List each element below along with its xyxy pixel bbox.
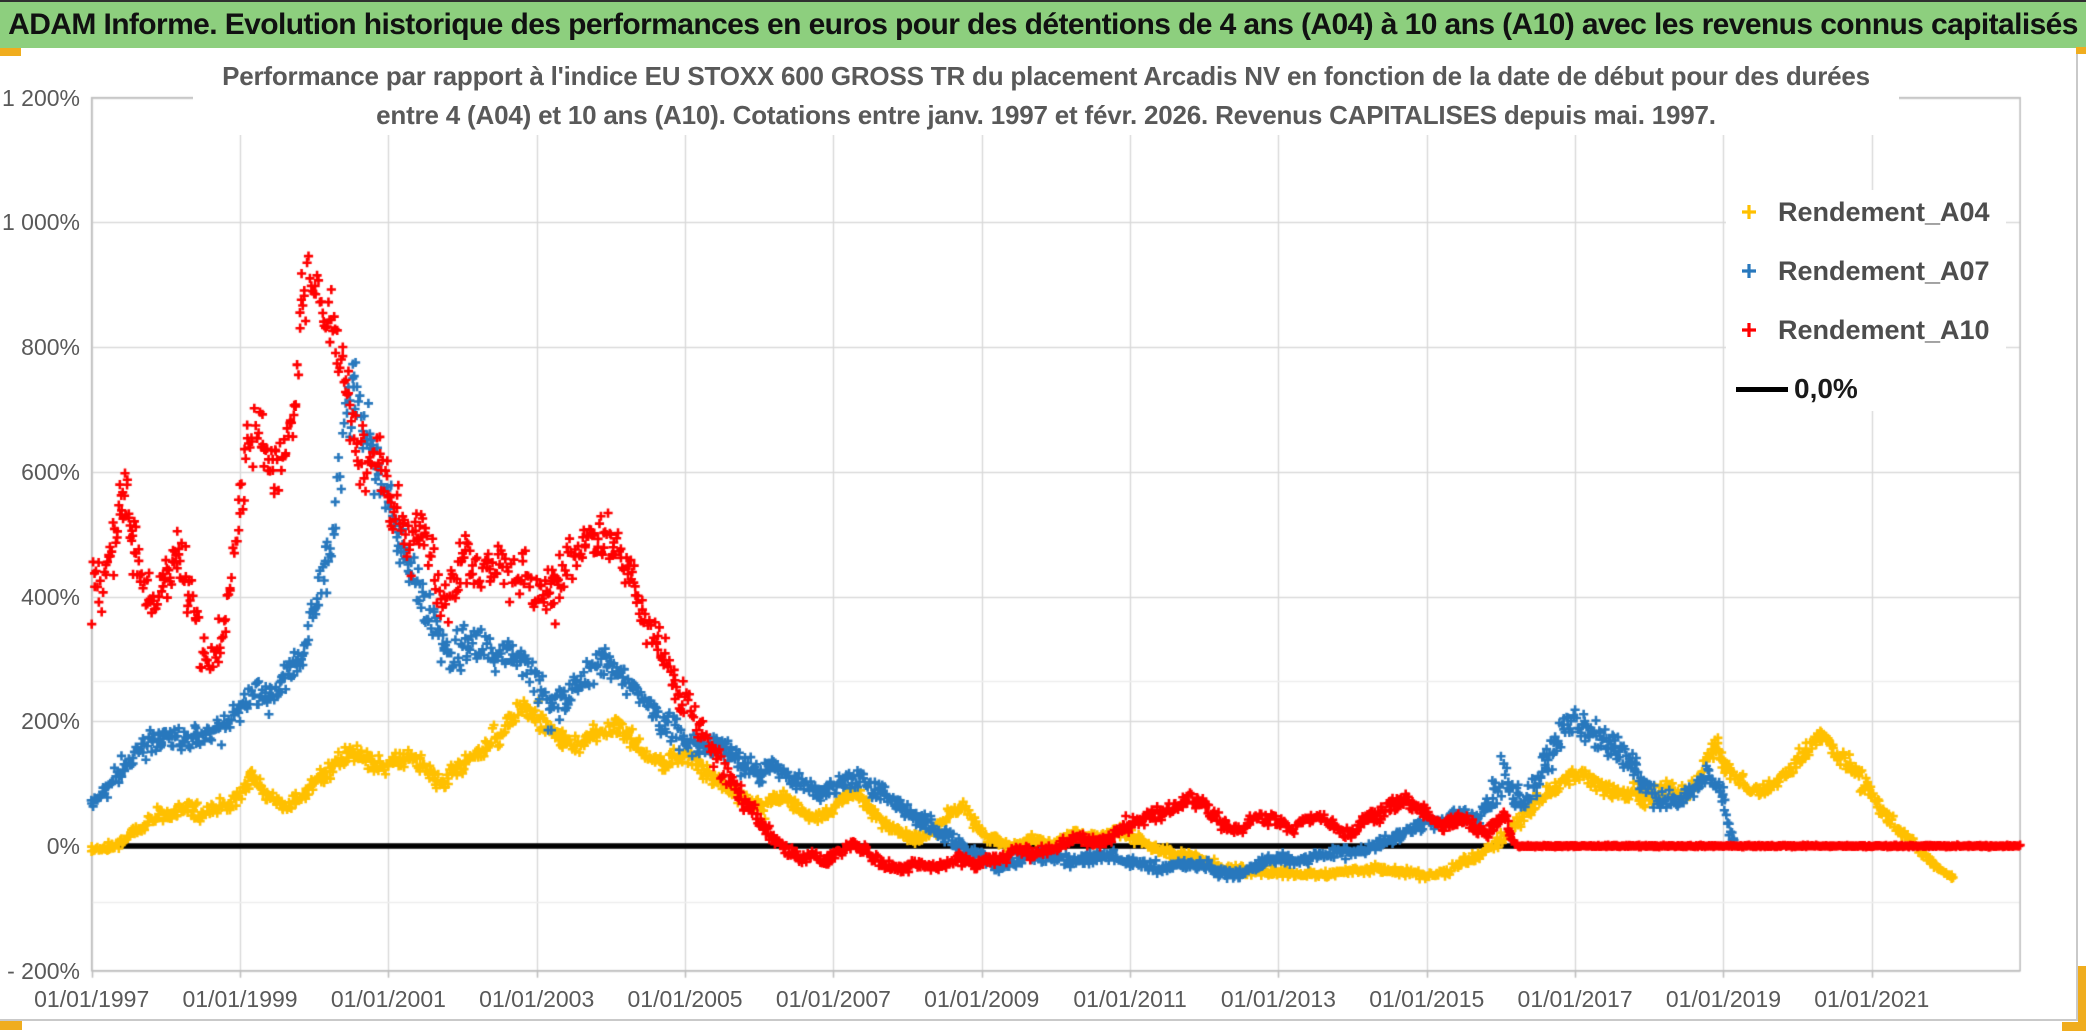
legend-item-rendement-a04: Rendement_A04 (1736, 196, 1990, 227)
x-tick-label: 01/01/2015 (1369, 986, 1485, 1012)
gold-accent-right-bar (2078, 966, 2086, 1031)
x-tick-label: 01/01/2011 (1073, 986, 1187, 1012)
x-tick-label: 01/01/2013 (1220, 986, 1336, 1012)
gold-accent-bottom-right (2062, 1022, 2086, 1031)
y-tick-label: 0% (46, 833, 80, 859)
y-tick-label: 200% (21, 708, 80, 735)
y-tick-label: 800% (21, 334, 80, 360)
x-tick-label: 01/01/2003 (479, 986, 595, 1012)
x-tick-label: 01/01/2019 (1665, 986, 1781, 1012)
y-tick-label: 1 000% (1, 209, 80, 236)
legend-item-zero-line: 0,0% (1736, 373, 1990, 404)
gold-accent-bottom-left (0, 1021, 22, 1030)
x-tick-label: 01/01/2021 (1814, 986, 1930, 1012)
x-tick-label: 01/01/1999 (182, 986, 298, 1012)
x-tick-label: 01/01/2007 (775, 986, 891, 1012)
slide-bottom-border (0, 1019, 2086, 1021)
legend-item-rendement-a07: Rendement_A07 (1736, 255, 1990, 286)
legend-label: 0,0% (1794, 373, 1858, 404)
plus-marker-icon (1736, 318, 1762, 342)
y-tick-label: 600% (21, 458, 80, 485)
gold-accent-top-right (2076, 47, 2086, 54)
x-tick-label: 01/01/2017 (1517, 986, 1633, 1012)
x-tick-label: 01/01/2009 (924, 986, 1040, 1012)
legend-label: Rendement_A04 (1778, 196, 1990, 227)
legend-label: Rendement_A10 (1778, 314, 1990, 345)
x-tick-label: 01/01/1997 (34, 986, 150, 1012)
x-tick-label: 01/01/2001 (330, 986, 446, 1012)
plus-marker-icon (1736, 200, 1762, 224)
chart-legend: Rendement_A04 Rendement_A07 Rendement_A1… (1726, 190, 2006, 411)
y-tick-label: - 200% (7, 957, 80, 984)
gold-accent-top-left (0, 48, 21, 56)
legend-label: Rendement_A07 (1778, 255, 1990, 286)
y-tick-label: 400% (21, 583, 80, 610)
zero-line-swatch (1736, 386, 1788, 392)
chart-title-line-1: Performance par rapport à l'indice EU ST… (222, 61, 1870, 91)
legend-item-rendement-a10: Rendement_A10 (1736, 314, 1990, 345)
slide-right-border (2076, 48, 2078, 1020)
plus-marker-icon (1736, 259, 1762, 283)
chart-title: Performance par rapport à l'indice EU ST… (193, 57, 1899, 135)
x-tick-label: 01/01/2005 (627, 986, 743, 1012)
y-tick-label: 1 200% (1, 84, 80, 111)
chart-title-line-2: entre 4 (A04) et 10 ans (A10). Cotations… (376, 100, 1716, 130)
